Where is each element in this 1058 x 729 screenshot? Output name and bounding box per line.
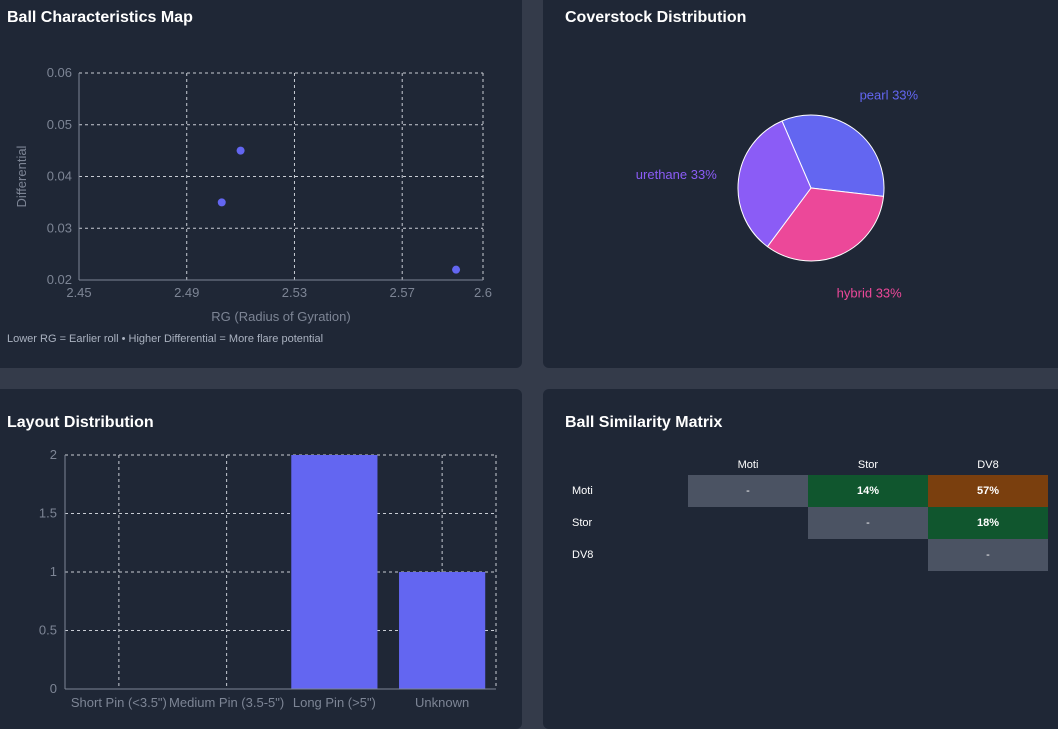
ball-similarity-card: Ball Similarity Matrix Moti Stor DV8 Mot… (543, 389, 1058, 729)
x-tick-label: 2.6 (474, 285, 492, 300)
bar (399, 572, 486, 689)
matrix-row-label: Stor (572, 517, 593, 529)
x-tick-label: 2.53 (282, 285, 307, 300)
matrix-row: Moti - 14% 57% (565, 475, 1048, 507)
matrix-title: Ball Similarity Matrix (565, 414, 723, 431)
pie-chart: pearl 33% hybrid 33% urethane 33% (636, 88, 919, 301)
pie-slice-pearl (781, 114, 885, 197)
coverstock-distribution-card: Coverstock Distribution pearl 33% hybrid … (543, 0, 1058, 368)
matrix-cell: - (928, 539, 1048, 571)
pie-slice-hybrid (766, 187, 885, 262)
y-tick-label: 0.03 (47, 220, 72, 235)
matrix-cell: - (808, 507, 928, 539)
y-tick-label: 0.06 (47, 65, 72, 80)
x-tick-label: 2.45 (66, 285, 91, 300)
x-tick-label: Medium Pin (3.5-5") (169, 695, 284, 710)
x-tick-label: Long Pin (>5") (293, 695, 376, 710)
y-tick-label: 0.05 (47, 117, 72, 132)
ball-characteristics-card: Ball Characteristics Map 2.45 2.49 2.53 2.5… (0, 0, 522, 368)
matrix-cell: 14% (808, 475, 928, 507)
bar (291, 455, 378, 689)
pie-label-pearl: pearl 33% (860, 88, 919, 103)
x-tick-label: Short Pin (<3.5") (71, 695, 167, 710)
pie-label-urethane: urethane 33% (636, 167, 717, 182)
y-tick-label: 2 (50, 447, 57, 462)
scatter-point (452, 265, 461, 274)
x-tick-label: Unknown (415, 695, 469, 710)
y-tick-label: 0.02 (47, 272, 72, 287)
scatter-title: Ball Characteristics Map (7, 9, 193, 26)
matrix-row: DV8 - (565, 539, 1048, 571)
scatter-chart: 2.45 2.49 2.53 2.57 2.6 0.02 0.03 0.04 0.05 0.06 R… (14, 65, 492, 324)
y-tick-label: 0.5 (39, 623, 57, 638)
matrix-cell (688, 539, 808, 571)
scatter-point (217, 198, 226, 207)
matrix-cell (688, 507, 808, 539)
matrix-corner (565, 455, 688, 475)
bar-title: Layout Distribution (7, 414, 154, 431)
pie-title: Coverstock Distribution (565, 9, 747, 26)
matrix-cell: - (688, 475, 808, 507)
pie-label-hybrid: hybrid 33% (837, 286, 902, 301)
scatter-note: Lower RG = Earlier roll • Higher Differe… (7, 333, 324, 345)
matrix-col-header: Moti (737, 459, 759, 471)
matrix-cell (808, 539, 928, 571)
x-tick-label: 2.49 (174, 285, 199, 300)
matrix-header-row: Moti Stor DV8 (565, 455, 1048, 475)
similarity-matrix: Moti Stor DV8 Moti - 14% 57% Stor - 18% … (565, 455, 1048, 571)
matrix-row-label: DV8 (572, 549, 594, 561)
x-tick-label: 2.57 (390, 285, 415, 300)
matrix-row: Stor - 18% (565, 507, 1048, 539)
pie-slice-urethane (737, 120, 812, 248)
y-tick-label: 1 (50, 564, 57, 579)
matrix-col-header: DV8 (977, 459, 999, 471)
x-axis-label: RG (Radius of Gyration) (211, 309, 350, 324)
y-axis-label: Differential (14, 145, 29, 207)
scatter-point (236, 146, 245, 155)
y-tick-label: 1.5 (39, 506, 57, 521)
y-tick-label: 0 (50, 681, 57, 696)
matrix-cell: 18% (928, 507, 1048, 539)
matrix-col-header: Stor (857, 459, 879, 471)
layout-distribution-card: Layout Distribution 0 0.5 1 1.5 2 Short Pin (… (0, 389, 522, 729)
y-tick-label: 0.04 (47, 169, 72, 184)
matrix-cell: 57% (928, 475, 1048, 507)
matrix-row-label: Moti (572, 485, 593, 497)
bar-chart: 0 0.5 1 1.5 2 Short Pin (<3.5") Medium Pin (3.… (39, 447, 497, 710)
